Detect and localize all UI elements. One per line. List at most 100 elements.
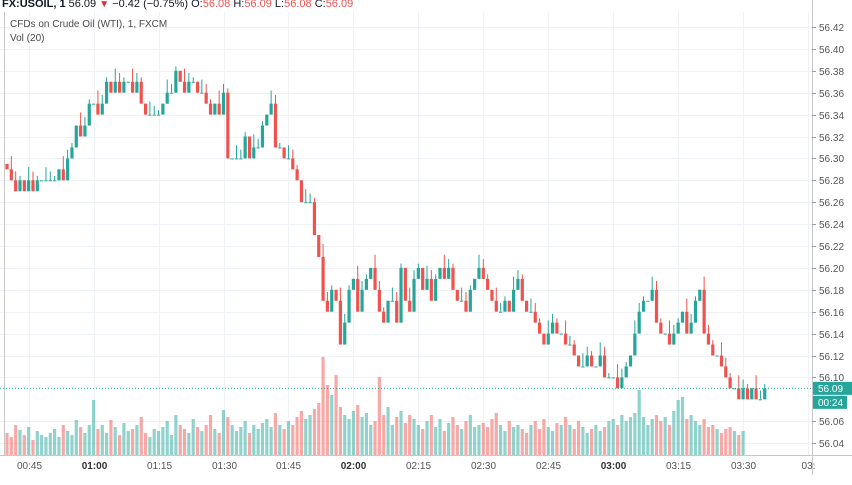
candle-body <box>148 114 152 116</box>
volume-bar <box>689 415 693 455</box>
candle-body <box>607 377 611 379</box>
time-axis[interactable]: 00:45 01:00 01:15 01:30 01:45 02:00 02:15 02:30… <box>17 461 815 472</box>
volume-bar <box>399 411 403 455</box>
candle-body <box>364 278 368 290</box>
symbol-name[interactable]: FX:USOIL, 1 <box>2 0 66 10</box>
candle-body <box>213 103 217 115</box>
candle-body <box>48 180 52 182</box>
candle-body <box>152 114 156 116</box>
time-tick-label: 01:45 <box>276 461 301 472</box>
volume-bar <box>161 427 165 455</box>
volume-bar <box>468 415 472 455</box>
candle-body <box>680 311 685 323</box>
candle-body <box>581 366 585 368</box>
close-label: C: <box>314 0 326 10</box>
volume-bar <box>14 425 18 455</box>
candle-body <box>512 289 516 312</box>
volume-bar <box>598 431 602 455</box>
volume-bar <box>22 435 26 455</box>
candle-body <box>273 103 278 148</box>
candle-body <box>143 103 148 115</box>
candle-body <box>161 103 165 115</box>
volume-bar <box>654 415 659 455</box>
volume-bar <box>126 431 130 455</box>
volume-bar <box>698 425 702 455</box>
price-tick-label: 56.12 <box>819 352 844 363</box>
candle-body <box>252 147 256 159</box>
volume-bar <box>637 390 641 455</box>
volume-bar <box>607 421 611 455</box>
volume-bar <box>282 429 286 455</box>
candle-body <box>269 103 273 115</box>
volume-bar <box>382 415 386 455</box>
candle-body <box>61 169 65 181</box>
time-tick-label: 02:45 <box>536 461 561 472</box>
volume-bar <box>473 427 477 455</box>
volume-bar <box>628 417 633 455</box>
volume-bar <box>741 431 745 455</box>
volume-bar <box>442 431 446 455</box>
volume-bar <box>724 429 728 455</box>
candle-body <box>399 267 403 323</box>
volume-bar <box>83 433 87 455</box>
volume-bar <box>650 419 654 455</box>
volume-bar <box>48 433 52 455</box>
candle-body <box>295 169 299 181</box>
price-tick-label: 56.16 <box>819 308 844 319</box>
volume-bar <box>195 427 200 455</box>
volume-bar <box>737 435 741 455</box>
candle-body <box>434 278 438 301</box>
candle-body <box>390 300 394 302</box>
candle-body <box>650 289 654 301</box>
candle-body <box>122 81 126 93</box>
candle-body <box>9 169 13 181</box>
candle-body <box>70 147 74 159</box>
series-legend[interactable]: CFDs on Crude Oil (WTI), 1, FXCM <box>10 19 168 30</box>
candles <box>5 66 767 401</box>
candle-body <box>455 289 459 301</box>
candle-body <box>100 103 104 115</box>
volume-bar <box>330 395 334 455</box>
volume-bar <box>537 429 542 455</box>
candle-body <box>373 267 377 290</box>
high-value: 56.09 <box>244 0 272 10</box>
time-tick-label: 03: <box>802 461 816 472</box>
volume-bar <box>92 400 96 455</box>
volume-bar <box>299 411 304 455</box>
candle-body <box>321 256 325 301</box>
candle-body <box>602 355 607 378</box>
volume-bar <box>217 433 221 455</box>
volume-bar <box>74 420 78 455</box>
volume-bar <box>663 417 667 455</box>
candle-body <box>14 180 18 192</box>
volume-bar <box>87 425 91 455</box>
countdown-label: 00:24 <box>818 398 843 409</box>
volume-bar <box>182 429 187 455</box>
volume-bar <box>546 427 550 455</box>
volume-bar <box>226 417 230 455</box>
volume-bar <box>273 413 278 455</box>
volume-bar <box>27 427 31 455</box>
price-axis[interactable]: 56.42 56.40 56.38 56.36 56.34 56.32 56.30 56.28… <box>812 23 844 450</box>
candle-body <box>40 180 44 182</box>
candle-body <box>520 278 524 301</box>
price-marker: 56.09 00:24 <box>813 381 852 409</box>
candle-body <box>338 300 343 345</box>
volume-bar <box>243 421 247 455</box>
candle-body <box>715 355 719 357</box>
candle-body <box>447 267 451 279</box>
candle-body <box>286 158 291 160</box>
volume-bar <box>364 413 368 455</box>
time-tick-label: 03:30 <box>731 461 756 472</box>
candle-body <box>87 103 91 126</box>
candle-body <box>312 202 317 236</box>
candle-body <box>698 289 702 301</box>
volume-bar <box>477 425 481 455</box>
volume-legend[interactable]: Vol (20) <box>10 33 45 44</box>
candle-body <box>308 202 312 204</box>
candle-body <box>620 377 624 389</box>
time-tick-label: 02:15 <box>406 461 431 472</box>
candle-body <box>382 311 386 323</box>
candle-body <box>217 103 221 115</box>
